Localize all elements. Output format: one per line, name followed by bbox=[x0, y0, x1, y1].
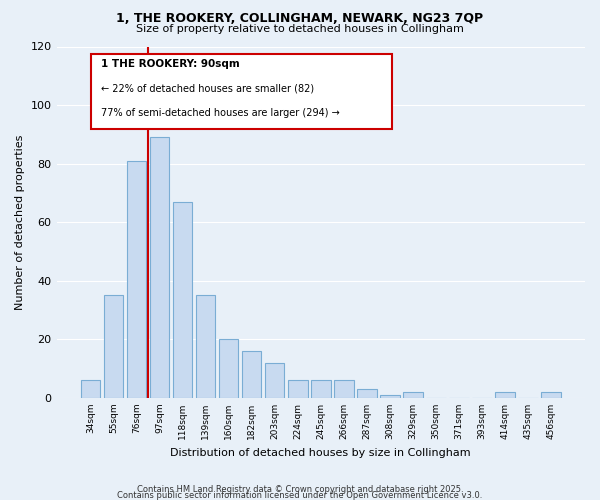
Text: ← 22% of detached houses are smaller (82): ← 22% of detached houses are smaller (82… bbox=[101, 84, 314, 94]
Text: Contains public sector information licensed under the Open Government Licence v3: Contains public sector information licen… bbox=[118, 491, 482, 500]
Bar bbox=[496, 392, 515, 398]
Bar bbox=[149, 138, 169, 398]
Text: Size of property relative to detached houses in Collingham: Size of property relative to detached ho… bbox=[136, 24, 464, 34]
Bar bbox=[380, 395, 400, 398]
Y-axis label: Number of detached properties: Number of detached properties bbox=[15, 134, 25, 310]
Bar bbox=[173, 202, 193, 398]
Text: 77% of semi-detached houses are larger (294) →: 77% of semi-detached houses are larger (… bbox=[101, 108, 340, 118]
Bar bbox=[127, 160, 146, 398]
Bar bbox=[80, 380, 100, 398]
Bar bbox=[357, 389, 377, 398]
Bar bbox=[265, 363, 284, 398]
Bar bbox=[242, 351, 262, 398]
Bar bbox=[403, 392, 423, 398]
Text: 1, THE ROOKERY, COLLINGHAM, NEWARK, NG23 7QP: 1, THE ROOKERY, COLLINGHAM, NEWARK, NG23… bbox=[116, 12, 484, 26]
Text: 1 THE ROOKERY: 90sqm: 1 THE ROOKERY: 90sqm bbox=[101, 59, 240, 69]
Bar bbox=[104, 296, 123, 398]
Bar bbox=[196, 296, 215, 398]
FancyBboxPatch shape bbox=[91, 54, 392, 129]
Bar bbox=[311, 380, 331, 398]
Bar bbox=[334, 380, 353, 398]
X-axis label: Distribution of detached houses by size in Collingham: Distribution of detached houses by size … bbox=[170, 448, 471, 458]
Bar bbox=[541, 392, 561, 398]
Bar bbox=[219, 340, 238, 398]
Bar bbox=[288, 380, 308, 398]
Text: Contains HM Land Registry data © Crown copyright and database right 2025.: Contains HM Land Registry data © Crown c… bbox=[137, 485, 463, 494]
